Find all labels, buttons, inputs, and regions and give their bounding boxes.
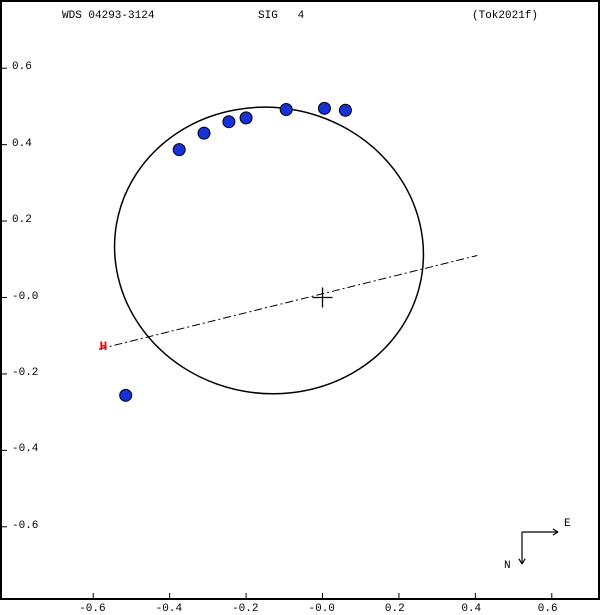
observation-point: [280, 103, 292, 115]
x-tick-label: 0.2: [385, 603, 405, 615]
observation-point: [223, 116, 235, 128]
orbit-ellipse: [92, 83, 446, 418]
observation-point: [240, 112, 252, 124]
outer-frame: [1, 1, 599, 599]
observation-point: [173, 144, 185, 156]
header-left: WDS 04293-3124: [62, 10, 154, 22]
x-tick-label: -0.2: [232, 603, 258, 615]
plot-svg: [0, 0, 600, 600]
center-cross: [313, 288, 333, 308]
compass-label-e: E: [564, 518, 571, 530]
h-marker: H: [100, 339, 108, 354]
x-tick-label: -0.0: [309, 603, 335, 615]
observation-point: [198, 127, 210, 139]
x-tick-label: 0.6: [538, 603, 558, 615]
nodes-line: [99, 255, 477, 349]
compass: [519, 529, 558, 564]
orbit-plot: WDS 04293-3124 SIG 4 (Tok2021f) H E N -0…: [0, 0, 600, 600]
observation-point: [339, 104, 351, 116]
observation-points: [120, 102, 352, 401]
x-tick-label: -0.6: [79, 603, 105, 615]
x-tick-label: -0.4: [156, 603, 182, 615]
header-center: SIG 4: [258, 10, 304, 22]
compass-label-n: N: [504, 560, 511, 572]
x-tick-label: 0.4: [461, 603, 481, 615]
header-right: (Tok2021f): [472, 10, 538, 22]
axis-ticks: [1, 68, 552, 599]
observation-point: [318, 102, 330, 114]
observation-point: [120, 389, 132, 401]
